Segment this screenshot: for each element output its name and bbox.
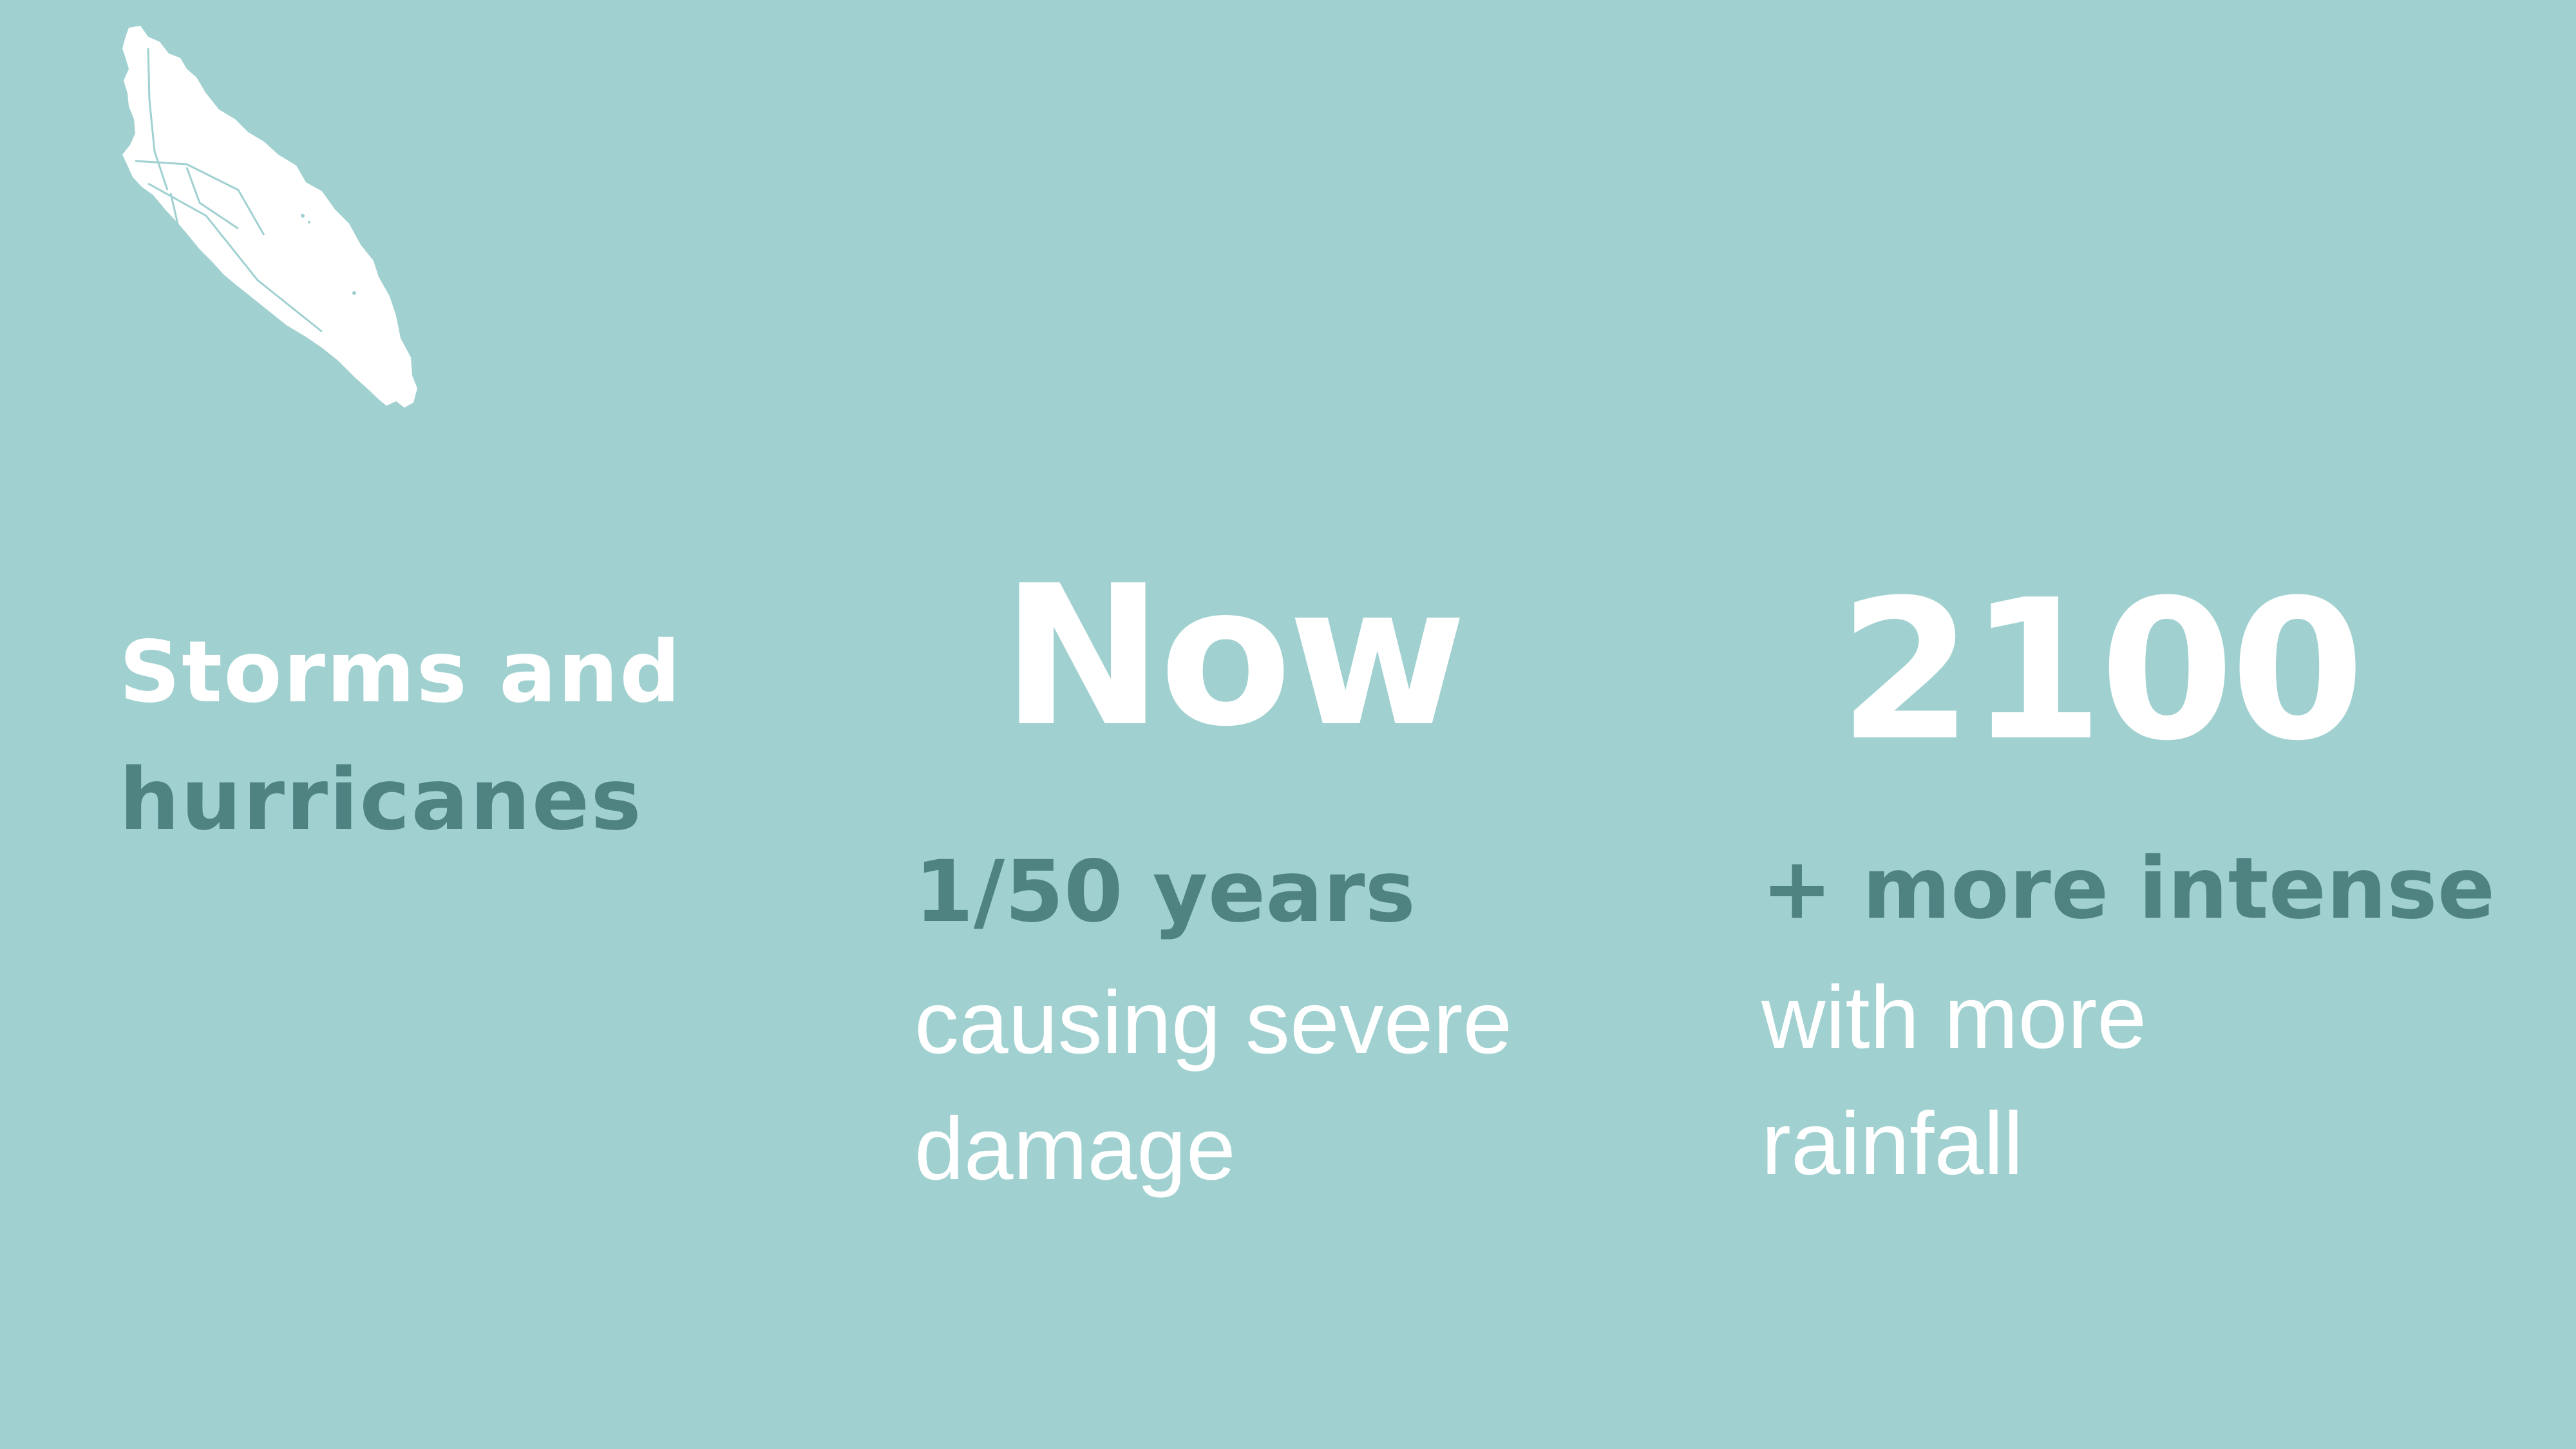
future-description-line-2: rainfall	[1761, 1094, 2023, 1193]
topic-line-2: hurricanes	[119, 750, 643, 849]
future-description-line-1: with more	[1761, 968, 2147, 1067]
now-description-line-2: damage	[914, 1099, 1236, 1198]
now-description-line-1: causing severe	[914, 973, 1513, 1072]
now-frequency: 1/50 years	[914, 842, 1416, 942]
topic-line-1: Storms and	[119, 623, 682, 722]
island-map-icon	[122, 26, 417, 408]
now-heading: Now	[1001, 544, 1466, 769]
future-description: with more rainfall	[1761, 954, 2146, 1207]
future-intensity: + more intense	[1761, 839, 2496, 938]
now-description: causing severe damage	[914, 960, 1512, 1212]
future-heading: 2100	[1839, 558, 2365, 783]
topic-title: Storms and hurricanes	[119, 609, 682, 864]
